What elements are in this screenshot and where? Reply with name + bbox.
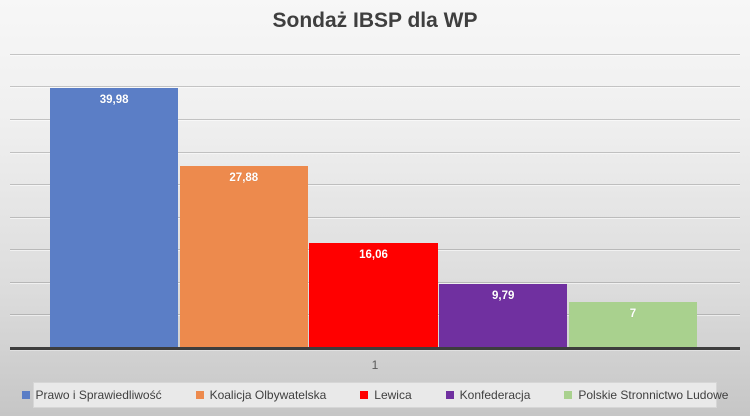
gridline — [10, 53, 740, 55]
legend-label: Prawo i Sprawiedliwość — [35, 388, 162, 402]
bar-value-label: 16,06 — [359, 249, 388, 262]
bar-4: 7 — [568, 302, 698, 348]
gridline — [10, 184, 740, 186]
legend-label: Koalicja Olbywatelska — [209, 388, 327, 402]
plot-area: 39,98 27,88 16,06 9,79 7 — [10, 45, 740, 350]
legend-marker-icon — [564, 391, 573, 399]
bar-value-label: 39,98 — [99, 93, 129, 106]
legend-marker-icon — [195, 391, 204, 399]
bar-1: 27,88 — [179, 166, 308, 348]
x-category-label: 1 — [371, 358, 379, 372]
x-axis-line — [10, 347, 740, 350]
gridline — [10, 86, 740, 88]
gridline — [10, 216, 740, 218]
gridline — [10, 151, 740, 153]
legend-item-0: Prawo i Sprawiedliwość — [21, 388, 162, 402]
bar-value-label: 7 — [629, 308, 637, 321]
legend: Prawo i Sprawiedliwość Koalicja Olbywatel… — [21, 382, 728, 408]
bar-value-label: 27,88 — [229, 172, 259, 185]
gridline — [10, 118, 740, 120]
legend-marker-icon — [21, 391, 30, 399]
legend-item-1: Koalicja Olbywatelska — [195, 388, 327, 402]
bar-2: 16,06 — [309, 243, 438, 348]
legend-label: Lewica — [374, 388, 412, 402]
chart-title: Sondaż IBSP dla WP — [272, 9, 478, 32]
legend-item-3: Konfederacja — [445, 388, 531, 402]
bar-value-label: 9,79 — [492, 290, 515, 303]
bar-0: 39,98 — [50, 87, 179, 348]
legend-label: Konfederacja — [459, 388, 531, 402]
legend-label: Polskie Stronnictwo Ludowe — [578, 388, 729, 402]
legend-marker-icon — [445, 391, 454, 399]
legend-item-2: Lewica — [360, 388, 412, 402]
bar-3: 9,79 — [439, 284, 568, 348]
bars-group: 39,98 27,88 16,06 9,79 7 — [50, 45, 698, 348]
legend-marker-icon — [360, 391, 369, 399]
legend-item-4: Polskie Stronnictwo Ludowe — [564, 388, 728, 402]
